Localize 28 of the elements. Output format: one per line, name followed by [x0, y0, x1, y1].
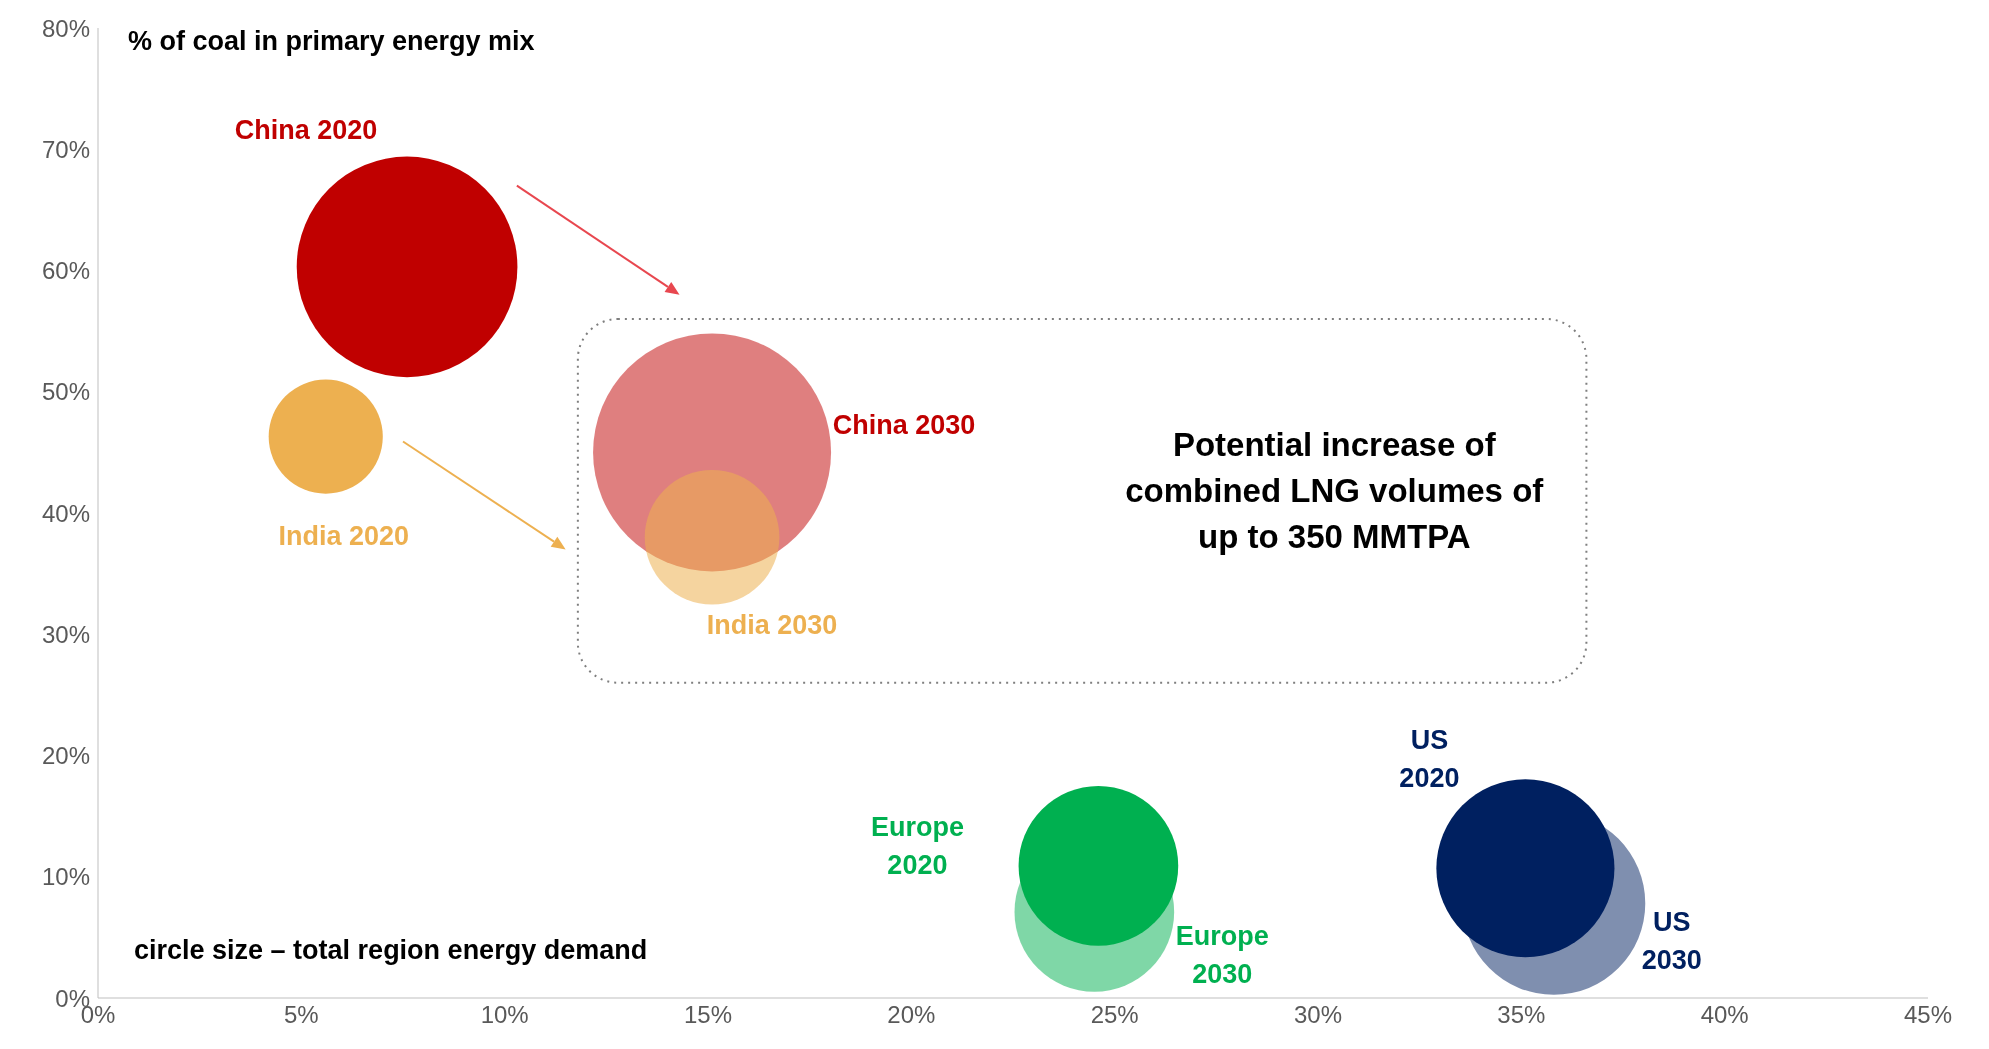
annotation: circle size – total region energy demand: [134, 935, 648, 966]
y-tick-label: 60%: [41, 257, 90, 285]
y-axis-title: % of coal in primary energy mix: [128, 26, 535, 56]
text: Europe 2020: [870, 811, 964, 880]
y-tick-label: 80%: [41, 14, 90, 42]
y-tick-label: 50%: [41, 378, 90, 406]
series-label: Europe 2030: [1175, 920, 1269, 989]
y-tick-label: 10%: [41, 863, 90, 891]
series-label: China 2020: [234, 114, 378, 145]
x-tick-label: 30%: [1293, 1001, 1343, 1029]
series-label: China 2030: [832, 410, 976, 441]
x-tick-label: 25%: [1090, 1001, 1139, 1029]
x-tick-label: 20%: [887, 1001, 936, 1029]
x-tick-label: 40%: [1700, 1001, 1749, 1029]
y-tick-label: 70%: [41, 135, 90, 163]
x-tick-label: 15%: [683, 1001, 733, 1029]
series-label: US 2020: [1399, 725, 1460, 794]
x-tick-label: 35%: [1497, 1001, 1546, 1029]
y-tick-label: 30%: [41, 620, 90, 648]
annotation: Potential increase of combined LNG volumes of up to 350 MMTPA: [1124, 425, 1545, 558]
x-tick-label: 10%: [480, 1001, 529, 1029]
series-label: India 2020: [278, 520, 410, 551]
x-tick-label: 5%: [283, 1001, 319, 1029]
x-tick-label: 45%: [1903, 1001, 1953, 1029]
y-tick-label: 40%: [41, 499, 90, 527]
series-label: India 2030: [706, 610, 838, 641]
series-label: US 2030: [1641, 907, 1702, 976]
y-tick-label: 20%: [41, 742, 90, 770]
